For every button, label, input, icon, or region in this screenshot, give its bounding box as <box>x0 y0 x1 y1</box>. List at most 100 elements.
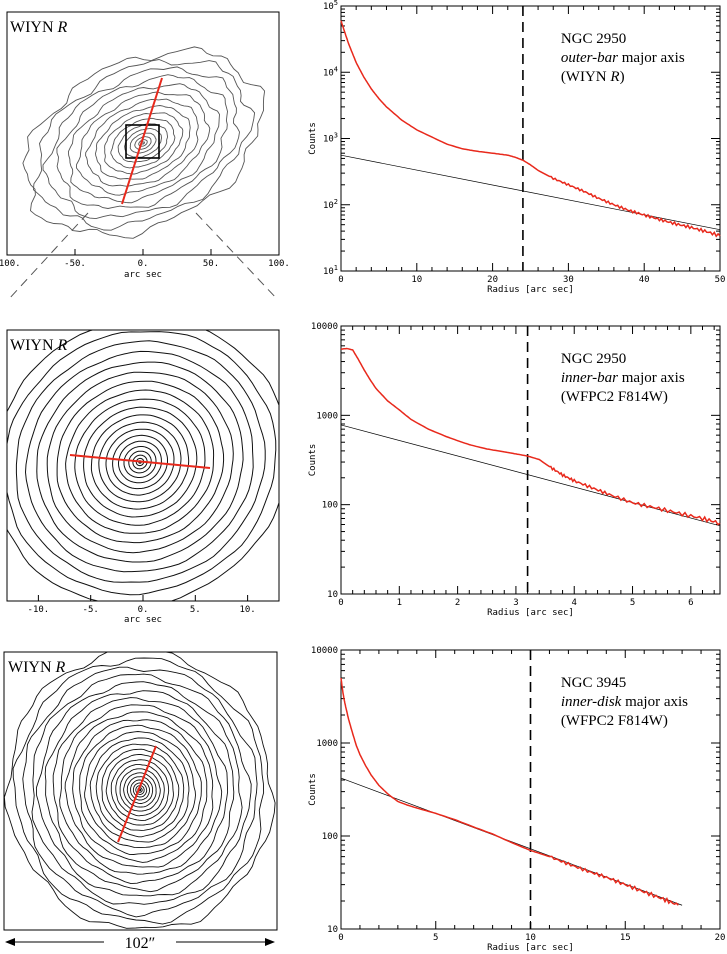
annotation-line: (WFPC2 F814W) <box>561 389 668 405</box>
x-tick-label: 10 <box>411 275 422 285</box>
y-tick-label: 1000 <box>316 739 338 749</box>
x-tick-label: 0. <box>138 605 149 615</box>
x-tick-label: 0. <box>138 259 149 269</box>
annotation-line: NGC 2950 <box>561 351 626 367</box>
x-tick-label: -100. <box>0 259 21 269</box>
y-axis-label: Counts <box>308 444 318 477</box>
x-tick-label: 0 <box>338 598 343 608</box>
x-tick-label: 3 <box>513 598 518 608</box>
y-axis-label: Counts <box>308 773 318 806</box>
x-tick-label: 20 <box>715 933 726 943</box>
contour <box>59 704 223 875</box>
x-tick-label: 10. <box>239 605 255 615</box>
contour <box>79 724 202 855</box>
outer-bar-axis-line <box>121 77 163 205</box>
x-axis-label: Radius [arc sec] <box>487 285 574 295</box>
contour <box>105 428 175 496</box>
y-tick-label: 10000 <box>311 322 338 332</box>
x-ticks-image-1: -100. -50. 0. 50. 100. <box>0 249 290 269</box>
scale-label: 102″ <box>125 935 156 952</box>
contour <box>15 340 266 583</box>
contour <box>35 681 243 897</box>
contour <box>118 440 162 484</box>
x-tick-label: 30 <box>563 275 574 285</box>
y-tick-label: 10 <box>327 925 338 935</box>
panel-label-3: WIYN R <box>8 659 66 676</box>
contour <box>42 66 240 220</box>
annotation-line: inner-disk major axis <box>561 694 688 710</box>
contour <box>101 748 180 831</box>
x-tick-label: 1 <box>397 598 402 608</box>
contour-panel-1: WIYN R -100. -50. 0. 50. 100. arc sec <box>0 11 290 280</box>
x-tick-label: 5 <box>433 933 438 943</box>
contour <box>31 673 252 905</box>
exponential-disk-fit <box>340 154 721 231</box>
surface-brightness-profile <box>340 677 679 906</box>
x-axis-label: Radius [arc sec] <box>487 943 574 953</box>
x-tick-label: 5 <box>630 598 635 608</box>
annotation-line: (WIYN R) <box>561 69 625 85</box>
contour <box>22 46 266 239</box>
x-tick-label: 20 <box>487 275 498 285</box>
x-tick-label: 6 <box>688 598 693 608</box>
contour <box>33 59 256 231</box>
x-tick-label: 5. <box>190 605 201 615</box>
x-tick-label: 100. <box>268 259 290 269</box>
x-tick-label: 4 <box>572 598 577 608</box>
contour <box>44 690 235 893</box>
x-axis-label: Radius [arc sec] <box>487 608 574 618</box>
x-tick-label: -50. <box>64 259 86 269</box>
surface-brightness-profile <box>340 20 721 238</box>
contour <box>74 398 206 526</box>
contour <box>95 743 185 838</box>
panel-label-1: WIYN R <box>10 19 68 36</box>
contour <box>72 719 208 863</box>
x-tick-label: 0 <box>338 275 343 285</box>
contour-panel-3: WIYN R 102″ <box>3 651 278 952</box>
contour <box>56 380 225 544</box>
profile-chart-3: 0 5 10 15 20 10 100 1000 10000 Radius [arc sec] Co… <box>308 646 725 953</box>
contour <box>89 737 190 843</box>
x-tick-label: 2 <box>455 598 460 608</box>
x-tick-label: 50. <box>203 259 219 269</box>
y-tick-label: 102 <box>323 198 338 211</box>
y-tick-label: 10 <box>327 590 338 600</box>
contour <box>112 434 168 490</box>
zoom-connector-left <box>7 212 89 301</box>
panel-label-2: WIYN R <box>10 337 68 354</box>
y-tick-label: 105 <box>323 0 338 12</box>
x-tick-label: 40 <box>639 275 650 285</box>
contour <box>24 350 254 573</box>
contour-set-2 <box>7 330 279 601</box>
contour <box>22 666 258 918</box>
contour <box>52 697 229 885</box>
inner-bar-axis-line <box>69 454 211 469</box>
contour-panel-2: WIYN R -10. -5. 0. 5. 10. arc sec <box>6 329 280 625</box>
contour <box>132 454 148 470</box>
contour <box>46 371 234 554</box>
contour <box>135 457 145 467</box>
contour <box>7 331 277 596</box>
xlabel-image-2: arc sec <box>124 615 162 625</box>
contour <box>4 652 276 929</box>
contour <box>64 711 214 868</box>
profile-chart-1: 0 10 20 30 40 50 101 102 103 104 105 Radius [arc se… <box>308 0 725 295</box>
contour <box>105 754 174 826</box>
contour <box>36 361 244 563</box>
x-ticks-image-2: -10. -5. 0. 5. 10. <box>28 595 256 615</box>
contour <box>65 389 215 534</box>
contour <box>123 446 157 478</box>
contour <box>110 759 170 822</box>
contour <box>138 139 148 147</box>
contour <box>128 450 152 474</box>
plot-frame <box>340 325 721 595</box>
contour <box>129 132 157 154</box>
x-tick-label: 0 <box>338 933 343 943</box>
annotation-line: inner-bar major axis <box>561 370 685 386</box>
contour <box>7 330 279 601</box>
y-tick-label: 103 <box>323 132 338 145</box>
contour <box>90 414 190 510</box>
contour <box>56 74 228 209</box>
y-axis-label: Counts <box>308 122 318 155</box>
x-tick-label: -5. <box>83 605 99 615</box>
